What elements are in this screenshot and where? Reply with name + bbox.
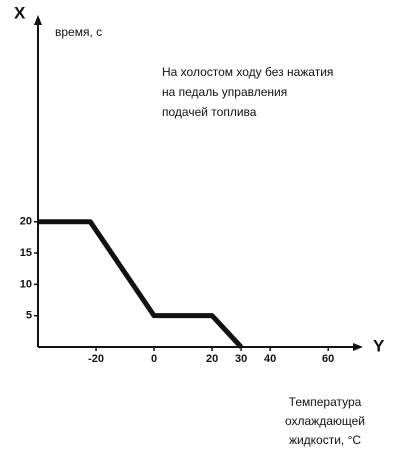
annotation-line: На холостом ходу без нажатия [162, 65, 333, 79]
y-axis-arrow [34, 15, 42, 25]
x-tick-label: 30 [235, 353, 247, 365]
x-tick-label: 20 [206, 353, 218, 365]
x-tick-label: 0 [151, 353, 157, 365]
y-tick-label: 10 [20, 278, 32, 290]
x-axis-title-line: охлаждающей [285, 414, 365, 428]
y-tick-label: 5 [26, 310, 32, 322]
x-axis-letter: Y [373, 336, 385, 355]
y-tick-label: 20 [20, 216, 32, 228]
x-tick-label: 40 [264, 353, 276, 365]
x-axis-title-line: Температура [289, 395, 362, 409]
annotation-line: на педаль управления [162, 85, 287, 99]
annotation-line: подачей топлива [162, 105, 257, 119]
y-axis-title: время, с [55, 25, 102, 39]
y-axis-letter: X [14, 3, 26, 22]
x-axis-arrow [353, 343, 363, 351]
x-tick-label: 60 [322, 353, 334, 365]
data-line [38, 219, 243, 349]
y-tick-label: 15 [20, 247, 32, 259]
x-tick-label: -20 [88, 353, 104, 365]
x-axis-title-line: жидкости, °С [289, 433, 361, 447]
